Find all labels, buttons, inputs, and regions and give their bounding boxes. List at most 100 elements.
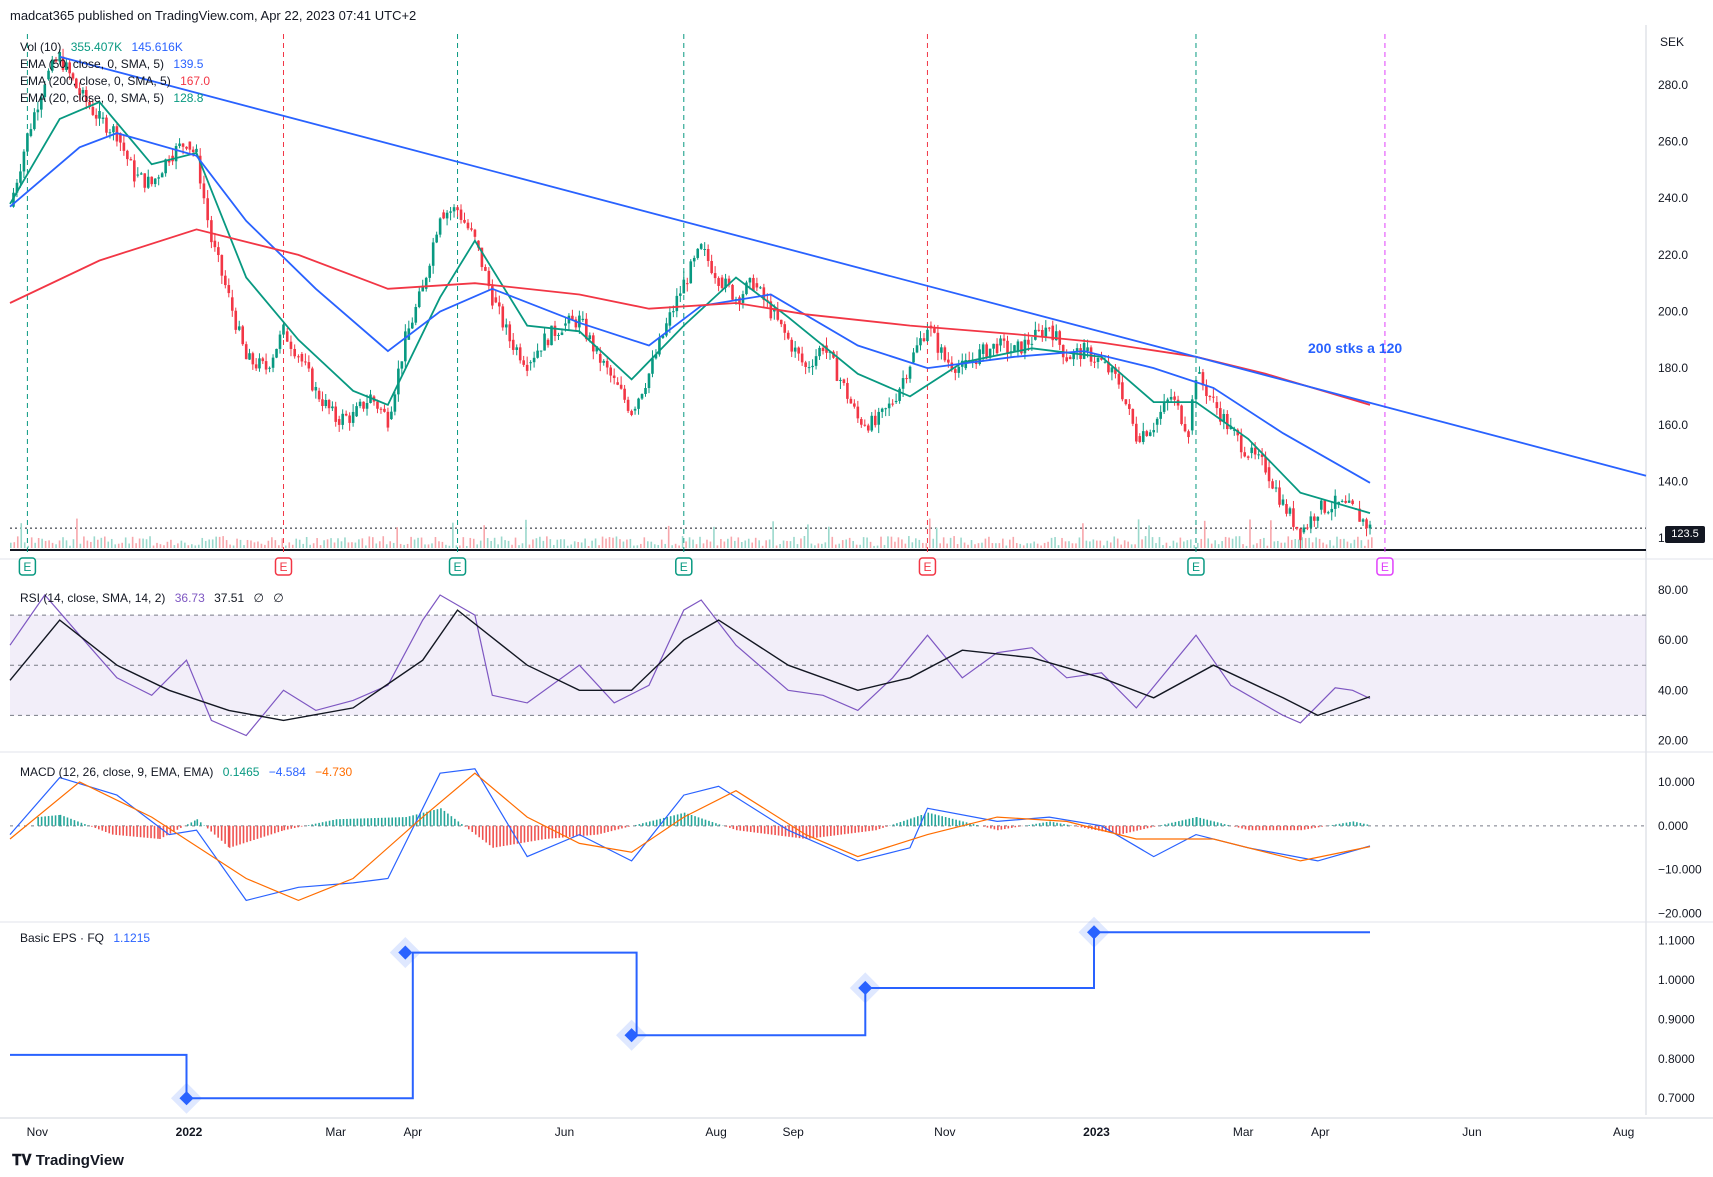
volume-bar [570, 544, 573, 548]
legend-rsi[interactable]: RSI (14, close, SMA, 14, 2) 36.73 37.51 … [20, 591, 284, 605]
volume-bar [716, 545, 719, 548]
legend-ema200[interactable]: EMA (200, close, 0, SMA, 5) 167.0 [20, 74, 210, 88]
volume-bar [55, 544, 57, 548]
candle-body [1110, 367, 1114, 373]
macd-histogram-bar [1296, 825, 1299, 831]
annotation-text[interactable]: 200 stks a 120 [1308, 340, 1403, 356]
volume-bar [37, 537, 40, 548]
candle-body [484, 267, 487, 271]
candle-body [459, 209, 463, 220]
candle-body [143, 173, 147, 188]
candle-body [543, 333, 546, 351]
candle-body [362, 401, 365, 409]
volume-bar [90, 541, 92, 548]
macd-histogram-bar [923, 813, 926, 826]
candle-body [491, 286, 494, 306]
candle-body [108, 132, 112, 134]
candle-body [679, 293, 682, 296]
legend-ema20[interactable]: EMA (20, close, 0, SMA, 5) 128.8 [20, 91, 203, 105]
volume-bar [566, 545, 569, 548]
volume-bar [452, 522, 454, 548]
legend-ema50[interactable]: EMA (50, close, 0, SMA, 5) 139.5 [20, 57, 203, 71]
candle-body [1253, 447, 1257, 455]
volume-bar [201, 537, 204, 548]
legend-ema200-label: EMA (200, close, 0, SMA, 5) [20, 74, 171, 88]
candle-body [282, 324, 285, 335]
candle-body [1152, 430, 1156, 433]
macd-histogram-bar [426, 811, 428, 826]
volume-bar [828, 526, 830, 548]
candle-body [1212, 396, 1215, 398]
earnings-badge [448, 557, 467, 576]
macd-histogram-bar [1255, 825, 1257, 831]
volume-bar [284, 545, 287, 548]
volume-bar [734, 540, 736, 548]
candle-body [804, 362, 807, 367]
price-tick-label: 220.0 [1658, 248, 1688, 262]
macd-tick-label: −10.000 [1658, 863, 1702, 877]
macd-histogram-bar [1035, 823, 1037, 826]
legend-macd[interactable]: MACD (12, 26, close, 9, EMA, EMA) 0.1465… [20, 765, 352, 779]
macd-histogram-bar [1017, 825, 1020, 827]
volume-bar [702, 543, 705, 548]
candle-body [877, 411, 881, 425]
candle-body [1096, 357, 1100, 362]
macd-histogram-bar [321, 822, 324, 826]
candle-body [1264, 457, 1267, 473]
candle-body [386, 411, 390, 428]
candle-body [790, 339, 793, 352]
macd-histogram-bar [1293, 825, 1296, 831]
macd-histogram-bar [1150, 825, 1152, 828]
candle-body [29, 129, 33, 136]
macd-histogram-bar [44, 816, 46, 826]
volume-bar [1360, 540, 1363, 548]
macd-histogram-bar [125, 825, 128, 836]
volume-bar [1057, 545, 1060, 548]
volume-bar [142, 538, 144, 548]
candle-body [720, 277, 724, 288]
candle-body [1319, 500, 1323, 510]
candle-body [644, 388, 647, 394]
macd-histogram-bar [363, 818, 366, 826]
candle-body [435, 234, 438, 243]
volume-bar [883, 544, 886, 548]
volume-bar [1012, 536, 1015, 548]
macd-histogram-bar [708, 820, 710, 826]
volume-bar [128, 543, 130, 548]
candle-body [91, 107, 95, 115]
macd-histogram-bar [1310, 825, 1313, 829]
volume-bar [594, 538, 597, 548]
volume-bar [465, 545, 468, 548]
volume-bar [51, 542, 54, 548]
volume-bar [1043, 542, 1046, 548]
legend-macd-value-2: −4.584 [268, 765, 306, 779]
macd-histogram-bar [246, 825, 248, 843]
macd-histogram-bar [1080, 825, 1083, 828]
volume-bar [441, 541, 444, 548]
candle-body [776, 309, 780, 320]
candle-body [1323, 500, 1327, 513]
macd-histogram-bar [903, 820, 905, 826]
time-tick-label: Apr [1311, 1125, 1330, 1139]
legend-eps[interactable]: Basic EPS · FQ 1.1215 [20, 931, 150, 945]
volume-bar [751, 542, 754, 548]
candle-body [1180, 405, 1183, 425]
volume-bar [455, 545, 458, 548]
macd-histogram-bar [666, 817, 668, 826]
volume-bar [1196, 542, 1199, 548]
time-tick-label: Apr [403, 1125, 422, 1139]
macd-histogram-bar [850, 825, 853, 834]
macd-histogram-bar [1300, 825, 1303, 831]
legend-macd-value-1: 0.1465 [222, 765, 260, 779]
candle-body [285, 331, 289, 342]
candle-body [494, 297, 498, 303]
candle-body [1316, 516, 1320, 521]
macd-histogram-bar [534, 825, 536, 841]
legend-vol[interactable]: Vol (10) 355.407K 145.616K [20, 40, 183, 54]
macd-histogram-bar [1335, 824, 1337, 826]
macd-histogram-bar [1227, 824, 1229, 826]
candle-body [839, 379, 842, 381]
candle-body [651, 358, 654, 374]
eps-point [858, 980, 873, 996]
